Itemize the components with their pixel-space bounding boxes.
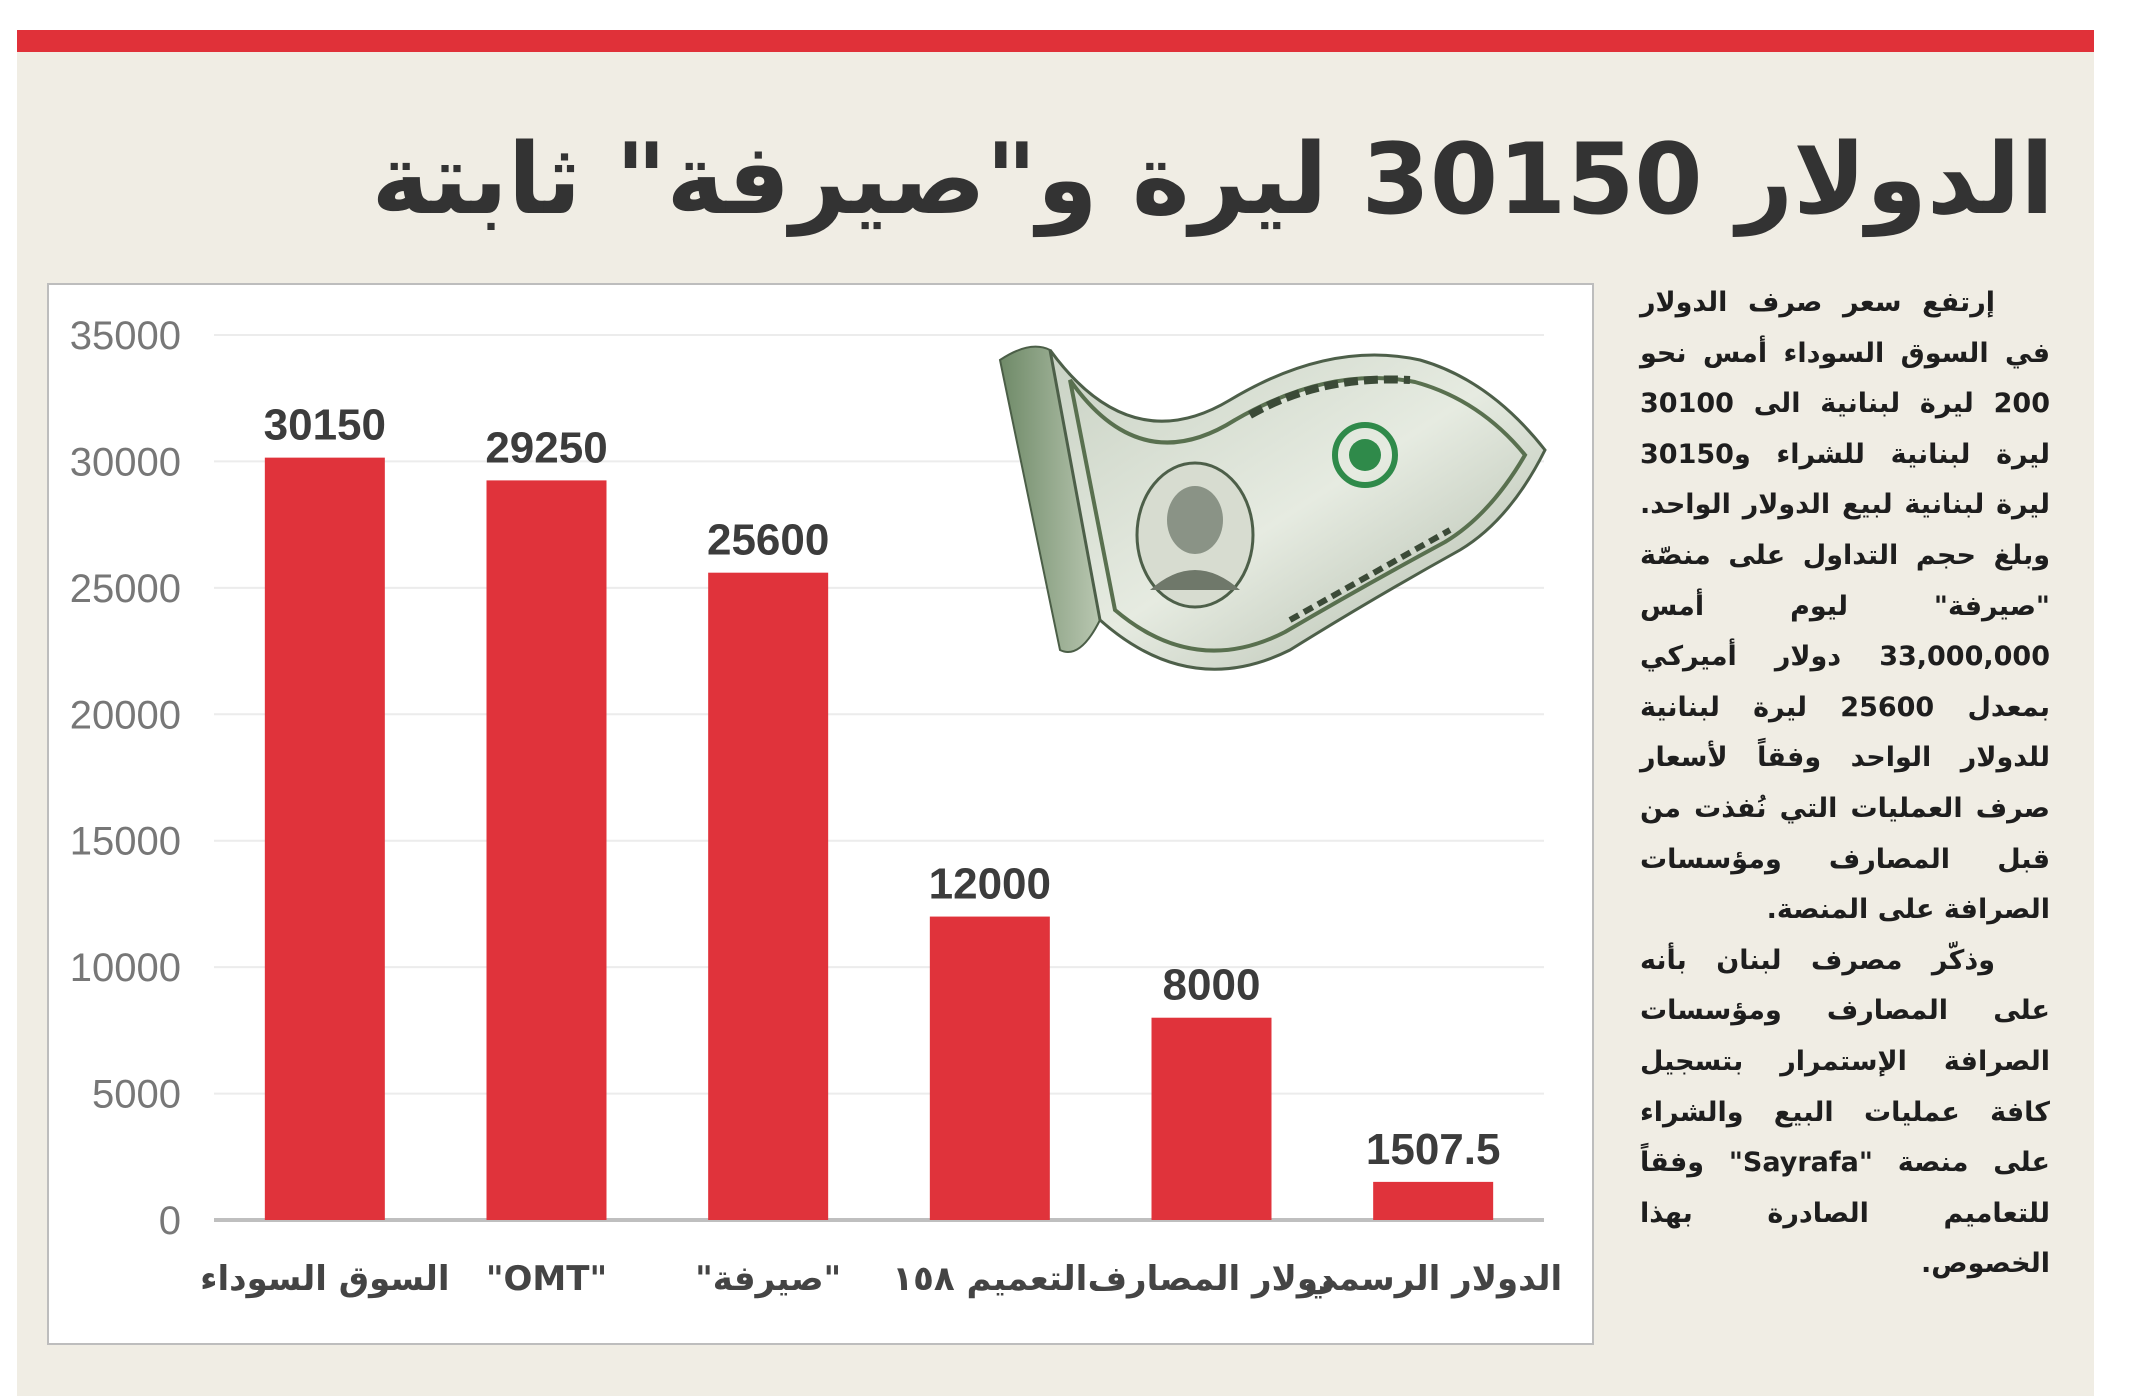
- top-accent-bar: [17, 30, 2094, 52]
- y-tick-label: 5000: [92, 1073, 181, 1117]
- bar-value-label: 29250: [485, 423, 607, 472]
- y-tick-label: 35000: [70, 314, 181, 358]
- bar-value-label: 12000: [929, 860, 1051, 909]
- bar: [1373, 1181, 1494, 1220]
- article-paragraph-2: وذكّر مصرف لبنان بأنه على المصارف ومؤسسا…: [1640, 944, 2051, 1280]
- bar: [929, 916, 1050, 1220]
- bar-value-label: 8000: [1163, 961, 1261, 1010]
- x-category-label: السوق السوداء: [200, 1259, 449, 1299]
- x-category-label: "OMT": [486, 1259, 607, 1299]
- bar-chart: 0 5000 10000 15000 20000 25000 30000 35000 30150…: [70, 314, 1562, 1299]
- x-category-label: دولار المصارف: [1088, 1259, 1336, 1299]
- y-tick-label: 20000: [70, 693, 181, 737]
- bar: [1151, 1017, 1272, 1220]
- bar-value-label: 30150: [264, 401, 386, 450]
- y-tick-label: 25000: [70, 567, 181, 611]
- y-tick-label: 30000: [70, 440, 181, 484]
- article-paragraph-1: إرتفع سعر صرف الدولار في السوق السوداء أ…: [1640, 287, 2050, 926]
- bar: [264, 457, 385, 1220]
- headline: الدولار 30150 ليرة و"صيرفة" ثابتة: [371, 123, 2054, 237]
- bar: [486, 480, 607, 1221]
- dollar-bill-icon: [998, 345, 1547, 671]
- bar-value-label: 25600: [707, 516, 829, 565]
- y-tick-label: 0: [159, 1199, 181, 1243]
- y-tick-label: 15000: [70, 820, 181, 864]
- article-body: إرتفع سعر صرف الدولار في السوق السوداء أ…: [1640, 278, 2050, 1290]
- y-tick-label: 10000: [70, 946, 181, 990]
- x-category-label: "صيرفة": [695, 1259, 841, 1299]
- bar: [708, 572, 829, 1220]
- x-category-label: التعميم ١٥٨: [892, 1259, 1087, 1299]
- x-category-label: الدولار الرسمي: [1304, 1259, 1562, 1299]
- bar-value-label: 1507.5: [1366, 1125, 1501, 1174]
